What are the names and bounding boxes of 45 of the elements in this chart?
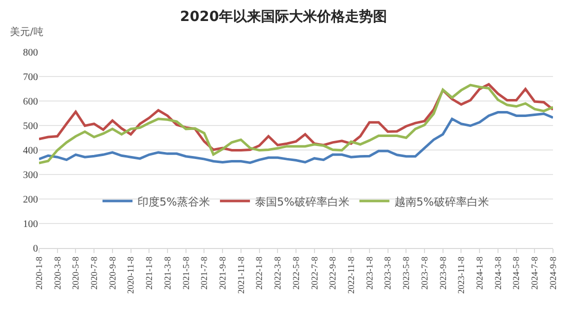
legend-label: 越南5%破碎率白米 <box>394 195 489 208</box>
x-tick-label: 2024-9-8 <box>548 256 558 290</box>
x-tick-label: 2023-7-8 <box>419 256 430 290</box>
x-tick-label: 2020-3-8 <box>52 256 62 290</box>
x-tick-label: 2020-1-8 <box>34 256 44 290</box>
y-tick-label: 800 <box>23 48 38 58</box>
x-tick-label: 2022-7-8 <box>309 256 320 290</box>
x-tick-label: 2021-1-8 <box>144 256 154 290</box>
y-tick-label: 600 <box>23 96 38 108</box>
x-tick-label: 2022-5-8 <box>290 256 301 290</box>
x-tick-label: 2023-9-8 <box>438 256 448 290</box>
x-tick-label: 2022-3-8 <box>272 256 283 290</box>
y-tick-label: 300 <box>23 170 38 181</box>
x-tick-label: 2020-11-8 <box>126 256 136 294</box>
y-axis-title: 美元/吨 <box>10 26 44 38</box>
x-tick-label: 2022-9-8 <box>328 256 338 290</box>
x-tick-label: 2020-9-8 <box>107 256 118 290</box>
y-tick-label: 500 <box>23 121 38 132</box>
x-tick-label: 2022-1-8 <box>254 256 264 290</box>
x-tick-label: 2022-11-8 <box>346 256 356 294</box>
x-tick-label: 2021-5-8 <box>180 256 191 290</box>
y-tick-label: 0 <box>33 244 38 254</box>
x-tick-label: 2020-5-8 <box>70 256 81 290</box>
x-tick-label: 2023-11-8 <box>456 256 466 294</box>
x-tick-label: 2024-3-8 <box>492 256 503 290</box>
x-tick-label: 2023-5-8 <box>401 256 412 290</box>
x-tick-label: 2024-7-8 <box>530 256 540 290</box>
legend-label: 泰国5%破碎率白米 <box>254 195 350 208</box>
y-tick-label: 400 <box>23 146 38 156</box>
x-tick-label: 2021-11-8 <box>236 256 246 294</box>
y-tick-label: 700 <box>23 72 38 83</box>
legend-label: 印度5%蒸谷米 <box>138 195 210 208</box>
x-tick-label: 2021-3-8 <box>162 256 172 290</box>
x-tick-label: 2021-7-8 <box>199 256 210 290</box>
x-tick-label: 2020-7-8 <box>88 256 99 290</box>
x-tick-label: 2023-3-8 <box>382 256 393 290</box>
y-tick-label: 100 <box>23 219 38 230</box>
line-series <box>39 111 553 164</box>
x-tick-label: 2021-9-8 <box>217 256 228 290</box>
x-tick-label: 2024-5-8 <box>511 256 522 290</box>
y-tick-label: 200 <box>23 194 38 206</box>
x-tick-label: 2024-1-8 <box>474 256 484 290</box>
chart-title: 2020年以来国际大米价格走势图 <box>180 9 387 25</box>
line-series <box>39 84 553 164</box>
x-tick-label: 2023-1-8 <box>364 256 374 290</box>
